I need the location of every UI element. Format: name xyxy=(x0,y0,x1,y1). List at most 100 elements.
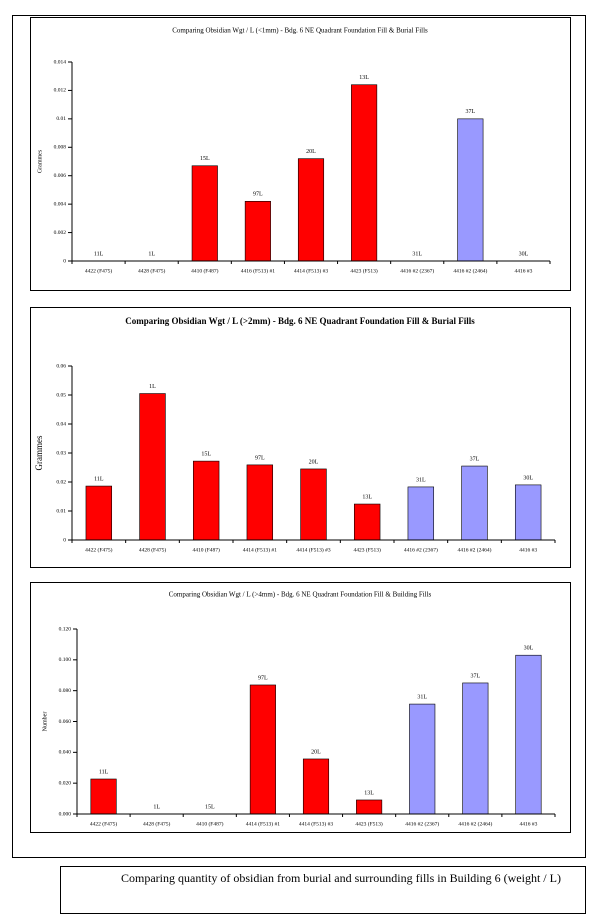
bar-label: 37L xyxy=(465,109,475,115)
bar-label: 97L xyxy=(255,455,265,461)
y-tick-label: 0.02 xyxy=(56,479,66,485)
bar-label: 13L xyxy=(362,494,372,500)
chart-title: Comparing Obsidian Wgt / L (>2mm) - Bdg.… xyxy=(125,316,475,326)
bar-label: 11L xyxy=(94,476,104,482)
bar-label: 31L xyxy=(416,477,426,483)
y-tick-label: 0.080 xyxy=(59,688,72,694)
y-axis-label: Number xyxy=(42,712,48,732)
chart-frame xyxy=(30,582,571,833)
x-tick-label: 4416 (F513) #1 xyxy=(241,267,275,274)
bar xyxy=(409,703,436,815)
x-tick-label: 4428 (F475) xyxy=(143,820,171,827)
x-tick-label: 4428 (F475) xyxy=(138,267,166,274)
bar-label: 1L xyxy=(153,804,160,810)
bar xyxy=(407,486,435,541)
bar-label: 31L xyxy=(417,694,427,700)
y-axis-label: Grammes xyxy=(37,149,43,173)
y-tick-label: 0.01 xyxy=(56,508,66,514)
caption: Comparing quantity of obsidian from buri… xyxy=(60,866,586,914)
x-tick-label: 4410 (F487) xyxy=(192,546,220,553)
bar xyxy=(514,484,542,541)
x-tick-label: 4422 (F475) xyxy=(90,820,118,827)
bar-label: 15L xyxy=(201,451,211,457)
x-tick-label: 4416 #2 (2367) xyxy=(405,820,439,827)
bar xyxy=(246,464,274,541)
bar-label: 97L xyxy=(258,675,268,681)
bar xyxy=(300,468,327,541)
bar xyxy=(353,503,381,541)
y-tick-label: 0 xyxy=(63,537,66,543)
y-tick-label: 0.01 xyxy=(56,116,66,122)
bar-label: 37L xyxy=(470,673,480,679)
y-tick-label: 0.060 xyxy=(59,719,72,725)
bar xyxy=(457,118,484,262)
x-tick-label: 4423 (F513) xyxy=(353,546,381,553)
y-tick-label: 0.014 xyxy=(54,59,67,65)
bar-label: 20L xyxy=(306,149,316,155)
x-tick-label: 4414 (F513) #3 xyxy=(294,267,328,274)
bar-label: 13L xyxy=(359,75,369,81)
bar-label: 11L xyxy=(94,251,104,257)
bar xyxy=(515,654,542,815)
x-tick-label: 4423 (F513) xyxy=(350,267,378,274)
y-tick-label: 0.05 xyxy=(56,392,66,398)
chart-title: Comparing Obsidian Wgt / L (>4mm) - Bdg.… xyxy=(169,591,432,599)
bar xyxy=(85,485,113,541)
x-tick-label: 4416 #2 (2464) xyxy=(458,820,492,827)
bar xyxy=(90,778,117,815)
x-tick-label: 4423 (F513) xyxy=(355,820,383,827)
x-tick-label: 4428 (F475) xyxy=(139,546,167,553)
bar-label: 37L xyxy=(470,456,480,462)
bar-label: 30L xyxy=(519,251,529,257)
x-tick-label: 4414 (F513) #3 xyxy=(296,546,330,553)
bar xyxy=(244,201,271,262)
x-tick-label: 4422 (F475) xyxy=(85,267,113,274)
y-tick-label: 0.012 xyxy=(54,88,67,94)
x-tick-label: 4416 #2 (2367) xyxy=(404,546,438,553)
bar-label: 30L xyxy=(524,646,534,652)
x-tick-label: 4416 #3 xyxy=(520,821,538,827)
chart-title: Comparing Obsidian Wgt / L (<1mm) - Bdg.… xyxy=(172,27,428,35)
bar xyxy=(139,393,166,541)
x-tick-label: 4416 #3 xyxy=(515,268,533,274)
chart-page: Comparing Obsidian Wgt / L (<1mm) - Bdg.… xyxy=(12,15,586,858)
x-tick-label: 4422 (F475) xyxy=(85,546,113,553)
y-axis-label: Grammes xyxy=(34,435,44,470)
y-tick-label: 0.04 xyxy=(56,421,66,427)
chart-frame xyxy=(30,307,571,568)
bar xyxy=(356,799,383,815)
outer-frame xyxy=(12,15,586,858)
bar-label: 20L xyxy=(311,749,321,755)
bar-label: 20L xyxy=(309,459,319,465)
bar xyxy=(191,165,218,262)
bar-label: 1L xyxy=(149,384,156,390)
x-tick-label: 4416 #2 (2464) xyxy=(458,546,492,553)
y-tick-label: 0.000 xyxy=(59,811,72,817)
bar-label: 15L xyxy=(205,804,215,810)
y-tick-label: 0.120 xyxy=(59,626,72,632)
bar xyxy=(462,682,489,815)
y-tick-label: 0.100 xyxy=(59,657,72,663)
bar-label: 13L xyxy=(364,790,374,796)
y-tick-label: 0.040 xyxy=(59,750,72,756)
y-tick-label: 0 xyxy=(63,258,66,264)
x-tick-label: 4416 #3 xyxy=(519,547,537,553)
y-tick-label: 0.006 xyxy=(54,173,67,179)
y-tick-label: 0.03 xyxy=(56,450,66,456)
y-tick-label: 0.004 xyxy=(54,201,67,207)
x-tick-label: 4414 (F513) #1 xyxy=(246,820,280,827)
bar xyxy=(461,465,488,541)
x-tick-label: 4416 #2 (2464) xyxy=(453,267,487,274)
x-tick-label: 4410 (F487) xyxy=(196,820,224,827)
x-tick-label: 4416 #2 (2367) xyxy=(400,267,434,274)
bar-label: 1L xyxy=(148,251,155,257)
bar xyxy=(351,84,378,262)
bar-label: 11L xyxy=(99,769,109,775)
x-tick-label: 4414 (F513) #3 xyxy=(299,820,333,827)
bar xyxy=(192,460,220,541)
y-tick-label: 0.008 xyxy=(54,145,67,151)
y-tick-label: 0.020 xyxy=(59,780,72,786)
bar-label: 31L xyxy=(412,251,422,257)
bar xyxy=(302,758,330,815)
